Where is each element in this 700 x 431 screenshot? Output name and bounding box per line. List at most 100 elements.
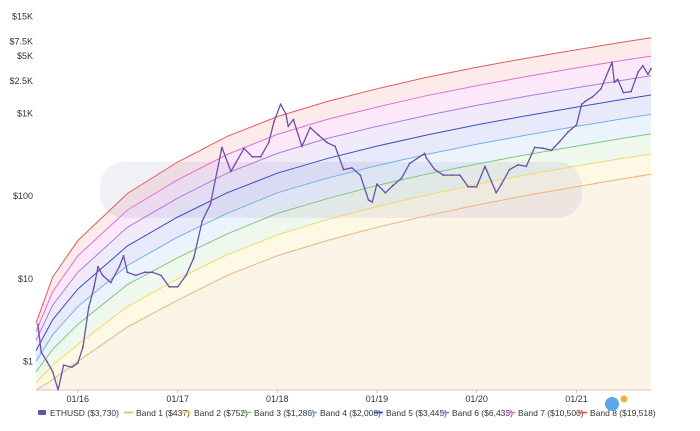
- y-tick-label: $100: [13, 191, 33, 201]
- price-point-77: [600, 87, 602, 90]
- price-point-18: [143, 271, 146, 274]
- band-8-fill: [36, 37, 651, 332]
- price-point-79: [613, 81, 616, 84]
- price-point-75: [584, 100, 586, 103]
- band-4-line: [35, 113, 652, 362]
- price-point-57: [442, 174, 445, 177]
- y-axis: $15K $7.5K $5K $2.5K $1K $100 $10 $1: [9, 12, 33, 367]
- price-point-2: [46, 360, 48, 363]
- price-point-27: [221, 146, 223, 149]
- price-point-59: [459, 174, 461, 177]
- price-point-44: [342, 168, 345, 171]
- legend-label-band-3: Band 3 ($1,286): [254, 408, 315, 418]
- price-point-3: [51, 370, 54, 373]
- price-point-25: [201, 220, 204, 223]
- price-point-56: [433, 168, 436, 171]
- y-tick-label: $1: [23, 356, 33, 366]
- band-lines: [35, 37, 652, 391]
- price-point-7: [76, 362, 79, 365]
- price-point-47: [367, 199, 370, 201]
- legend-label-band-5: Band 5 ($3,445): [386, 408, 447, 418]
- price-point-84: [641, 64, 644, 67]
- price-point-40: [309, 126, 311, 129]
- price-point-65: [508, 168, 511, 171]
- y-tick-label: $7.5K: [9, 36, 33, 46]
- y-tick-label: $1K: [17, 109, 33, 119]
- price-point-1: [40, 351, 43, 353]
- x-tick-label: 01/18: [266, 394, 289, 404]
- price-point-86: [650, 67, 652, 70]
- price-point-29: [234, 162, 237, 165]
- band-2-line: [35, 153, 652, 384]
- price-point-11: [97, 265, 99, 268]
- price-point-33: [267, 141, 270, 144]
- x-tick-label: 01/21: [565, 394, 588, 404]
- price-point-53: [408, 162, 411, 165]
- price-point-31: [251, 155, 254, 158]
- legend-label-price: ETHUSD ($3,730): [50, 408, 119, 418]
- y-tick-label: $10: [18, 274, 33, 284]
- y-tick-label: $15K: [12, 12, 33, 22]
- band-7-fill: [36, 56, 651, 341]
- price-point-36: [284, 112, 287, 115]
- price-point-50: [384, 191, 387, 194]
- price-point-14: [118, 265, 121, 268]
- legend-label-band-1: Band 1 ($437): [136, 408, 190, 418]
- price-point-55: [425, 157, 428, 159]
- x-tick-label: 01/20: [465, 394, 488, 404]
- band-fills: [36, 37, 651, 390]
- legend-swatch-price: [38, 410, 46, 415]
- price-point-37: [287, 125, 290, 128]
- price-point-72: [567, 131, 569, 133]
- price-point-28: [230, 170, 232, 173]
- price-point-76: [591, 95, 594, 98]
- price-point-34: [273, 120, 275, 123]
- price-point-19: [151, 271, 154, 274]
- price-point-73: [575, 124, 578, 126]
- price-point-22: [176, 285, 179, 288]
- price-point-74: [580, 103, 583, 106]
- price-point-70: [550, 149, 553, 152]
- y-tick-label: $5K: [17, 51, 33, 61]
- band-2-fill: [36, 154, 651, 390]
- price-point-26: [209, 203, 212, 206]
- price-point-8: [82, 345, 84, 348]
- band-1-fill: [36, 174, 651, 390]
- price-point-38: [292, 118, 295, 121]
- price-point-41: [317, 134, 320, 137]
- price-point-23: [185, 274, 188, 277]
- price-point-68: [533, 146, 536, 149]
- price-point-81: [622, 91, 625, 94]
- price-point-61: [475, 185, 478, 188]
- price-point-13: [109, 281, 112, 284]
- price-point-21: [168, 285, 171, 288]
- price-point-39: [301, 145, 303, 148]
- price-point-71: [558, 140, 561, 143]
- price-point-45: [350, 167, 353, 169]
- price-point-64: [500, 183, 503, 186]
- price-point-69: [542, 147, 545, 150]
- price-point-54: [423, 152, 426, 155]
- price-point-17: [135, 274, 137, 277]
- price-layer: [37, 61, 652, 391]
- price-point-66: [517, 163, 519, 166]
- legend-label-band-6: Band 6 ($6,433): [452, 408, 513, 418]
- chart-legend: ETHUSD ($3,730) Band 1 ($437) Band 2 ($752…: [38, 408, 656, 418]
- price-point-42: [325, 141, 328, 144]
- price-point-10: [93, 285, 95, 288]
- band-6-fill: [36, 75, 651, 351]
- price-point-58: [450, 174, 453, 177]
- price-point-20: [160, 274, 162, 277]
- price-point-12: [101, 274, 104, 277]
- band-4-fill: [36, 114, 651, 372]
- coin-icon: [620, 395, 628, 403]
- price-point-51: [392, 184, 394, 187]
- price-point-24: [192, 256, 195, 259]
- price-point-9: [87, 306, 90, 309]
- price-point-62: [484, 165, 486, 168]
- price-point-15: [122, 254, 125, 257]
- legend-label-band-8: Band 8 ($19,518): [590, 408, 656, 418]
- band-5-line: [35, 94, 652, 351]
- price-point-30: [243, 147, 245, 150]
